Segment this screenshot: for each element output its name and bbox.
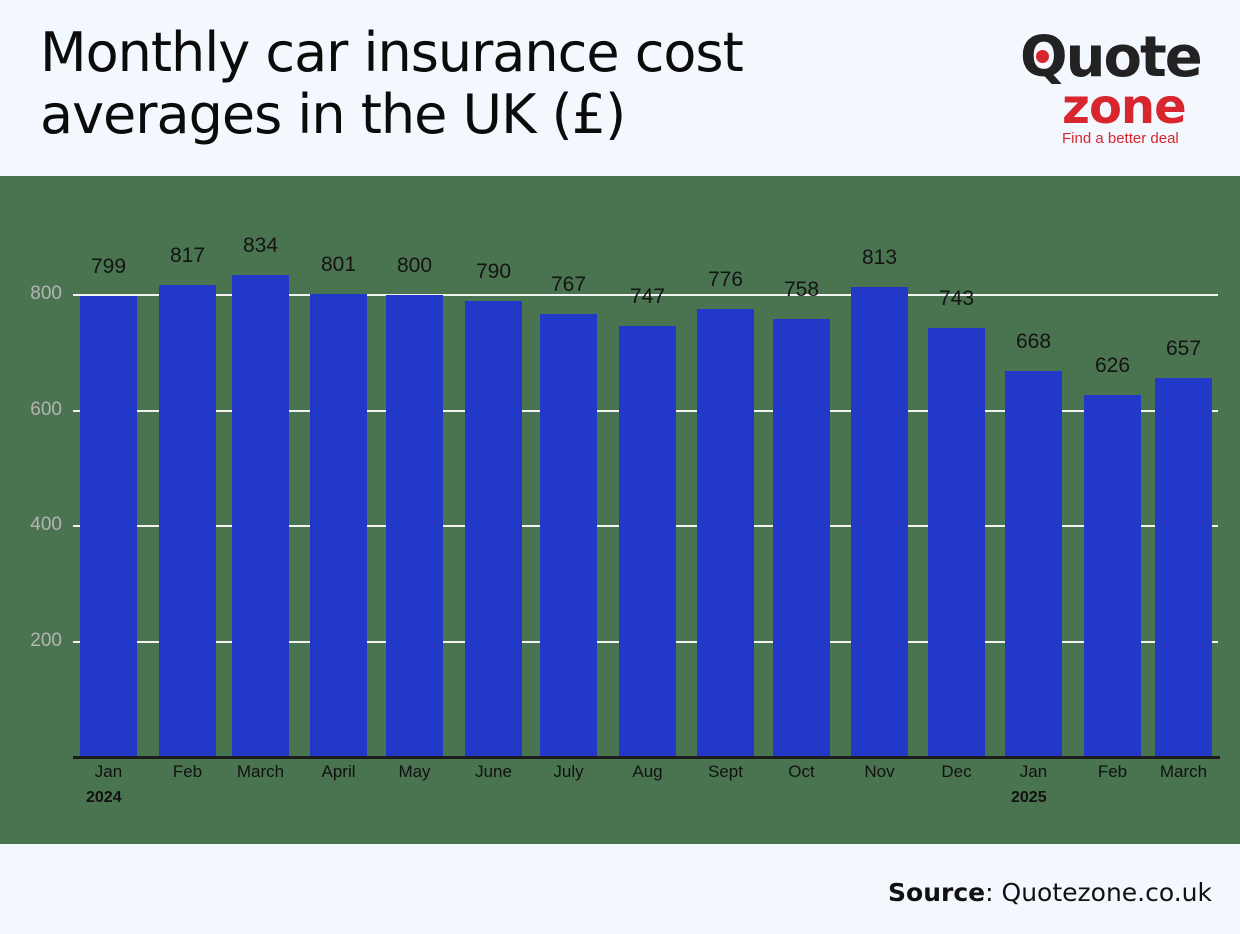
bar-nov: [851, 287, 908, 757]
bar-value-label: 834: [242, 234, 279, 258]
x-axis-label: Sept: [708, 762, 743, 781]
bar-dec: [928, 327, 985, 757]
x-axis-label: May: [398, 762, 431, 781]
bar-april: [310, 294, 367, 757]
year-label-2025: 2025: [1011, 789, 1047, 806]
bar-jan: [1005, 371, 1062, 757]
y-tick-label: 600: [30, 398, 62, 420]
x-axis-label: June: [475, 762, 512, 781]
source-credit: Source: Quotezone.co.uk: [888, 878, 1212, 907]
x-axis-label: March: [236, 762, 285, 781]
bar-oct: [773, 319, 830, 757]
source-label: Source: [888, 878, 986, 907]
quotezone-logo: Quote zone Find a better deal: [1020, 28, 1210, 153]
bar-value-label: 758: [783, 278, 820, 302]
x-axis-label: Aug: [632, 762, 663, 781]
bar-value-label: 657: [1165, 336, 1202, 360]
x-axis-line: [73, 756, 1220, 759]
title-line-1: Monthly car insurance cost: [40, 21, 744, 84]
bar-value-label: 817: [169, 244, 206, 268]
bar-jan: [80, 295, 137, 757]
bar-value-label: 626: [1094, 354, 1131, 378]
x-axis-label: Feb: [172, 762, 203, 781]
x-axis-label: Nov: [864, 762, 895, 781]
bar-value-label: 790: [475, 259, 512, 283]
x-axis-label: Jan: [1019, 762, 1048, 781]
bar-june: [465, 300, 522, 757]
x-axis-label: Dec: [941, 762, 972, 781]
bar-value-label: 767: [550, 273, 587, 297]
bar-value-label: 776: [707, 267, 744, 291]
logo-tagline: Find a better deal: [1062, 130, 1179, 147]
chart-title: Monthly car insurance cost averages in t…: [40, 21, 744, 146]
x-axis-label: July: [553, 762, 584, 781]
y-tick-label: 200: [30, 629, 62, 651]
chart-panel: 200 400 600 800 799 Jan 817 Feb 834 March 801 April…: [0, 176, 1240, 844]
bar-july: [540, 314, 597, 757]
bar-may: [386, 295, 443, 757]
bar-march: [1155, 377, 1212, 757]
year-label-2024: 2024: [86, 789, 122, 806]
x-axis-label: Jan: [94, 762, 123, 781]
logo-dot-icon: [1036, 50, 1049, 63]
bar-aug: [619, 325, 676, 757]
y-tick-label: 800: [30, 283, 62, 304]
bar-sept: [697, 308, 754, 757]
source-value: Quotezone.co.uk: [993, 878, 1212, 907]
x-axis-label: April: [321, 762, 356, 781]
source-separator: :: [985, 878, 994, 907]
bar-value-label: 668: [1015, 330, 1052, 354]
logo-word-zone: zone: [1062, 79, 1187, 135]
bar-feb: [159, 285, 216, 757]
gridline-800: [73, 294, 1218, 296]
bar-feb: [1084, 395, 1141, 757]
bar-value-label: 800: [396, 254, 433, 277]
x-axis-label: Feb: [1097, 762, 1128, 781]
x-axis-label: March: [1159, 762, 1208, 781]
logo-word-quote: Quote: [1020, 25, 1203, 90]
bar-march: [232, 275, 289, 757]
y-tick-label: 400: [30, 514, 62, 535]
bar-value-label: 799: [90, 254, 127, 278]
title-line-2: averages in the UK (£): [40, 83, 626, 146]
bar-value-label: 801: [320, 253, 357, 277]
bar-value-label: 743: [938, 286, 975, 310]
x-axis-label: Oct: [788, 762, 815, 781]
bar-value-label: 747: [629, 284, 666, 308]
bar-value-label: 813: [861, 246, 898, 270]
